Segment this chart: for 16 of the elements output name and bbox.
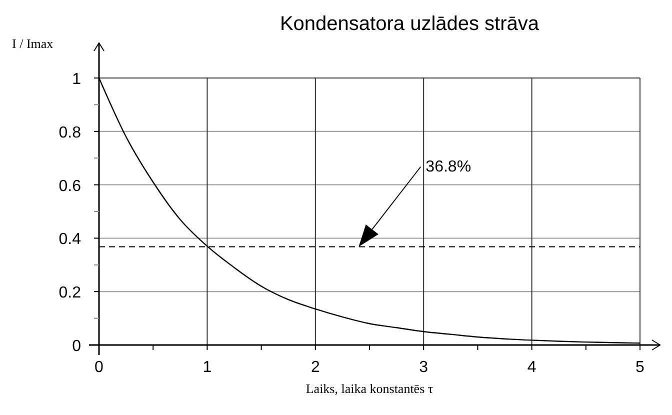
y-tick-label: 0.2 [58,284,82,302]
x-axis-title: Laiks, laika konstantēs τ [306,381,434,396]
y-tick-label: 0.6 [58,178,82,195]
y-tick-label: 0 [72,338,82,355]
y-tick-label: 1 [72,71,82,88]
y-tick-label: 0.8 [58,124,82,142]
x-tick-label: 5 [636,359,645,376]
ref-line-label: 36.8% [426,158,472,176]
x-tick-label: 3 [419,359,428,376]
x-tick-label: 0 [94,359,104,376]
y-tick-label: 0.4 [58,231,82,248]
x-tick-label: 2 [310,359,320,376]
chart-title: Kondensatora uzlādes strāva [280,13,540,35]
x-tick-label: 4 [527,359,536,376]
x-tick-label: 1 [202,359,212,376]
y-axis-title: I / Imax [12,36,54,51]
